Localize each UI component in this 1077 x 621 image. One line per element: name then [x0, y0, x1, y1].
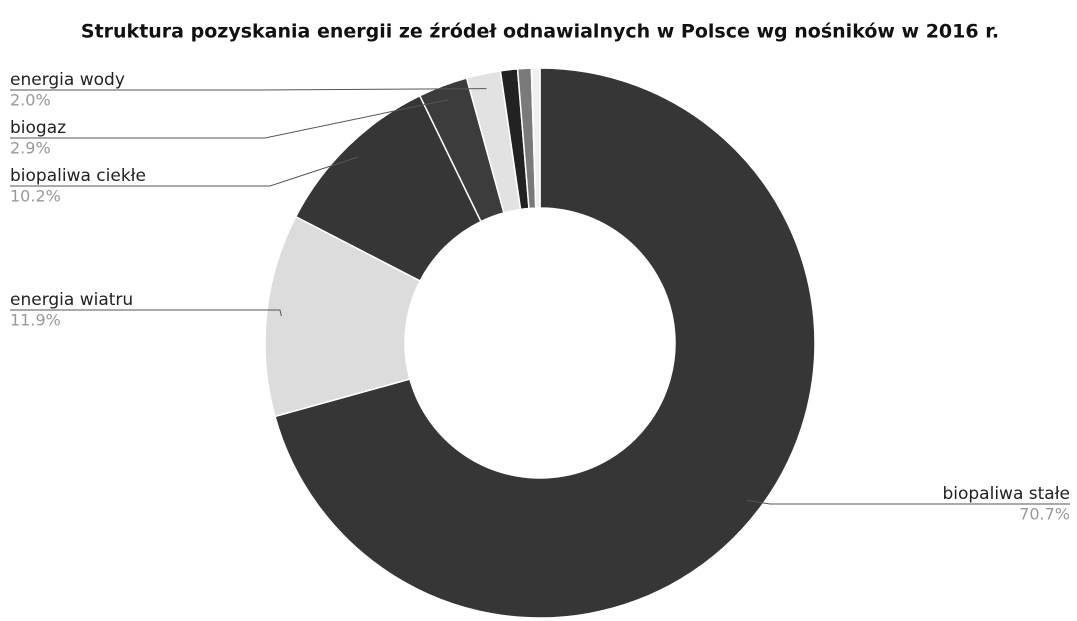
leader-line — [10, 99, 449, 139]
chart-title: Struktura pozyskania energii ze źródeł o… — [81, 21, 999, 43]
slice-label: energia wiatru — [10, 290, 133, 310]
leader-line — [10, 88, 487, 91]
slice-label: biogaz — [10, 118, 66, 138]
donut-slice — [274, 67, 816, 619]
slice-value: 2.0% — [10, 91, 51, 110]
slice-label: energia wody — [10, 70, 125, 90]
slice-value: 70.7% — [1019, 505, 1070, 524]
donut-slice — [530, 67, 541, 209]
slice-value: 10.2% — [10, 187, 61, 206]
slice-value: 11.9% — [10, 311, 61, 330]
slice-label: biopaliwa stałe — [942, 484, 1070, 504]
leader-line — [10, 156, 359, 187]
leader-line — [746, 499, 1070, 505]
slice-value: 2.9% — [10, 139, 51, 158]
slice-label: biopaliwa ciekłe — [10, 166, 146, 186]
leader-line — [10, 309, 282, 317]
